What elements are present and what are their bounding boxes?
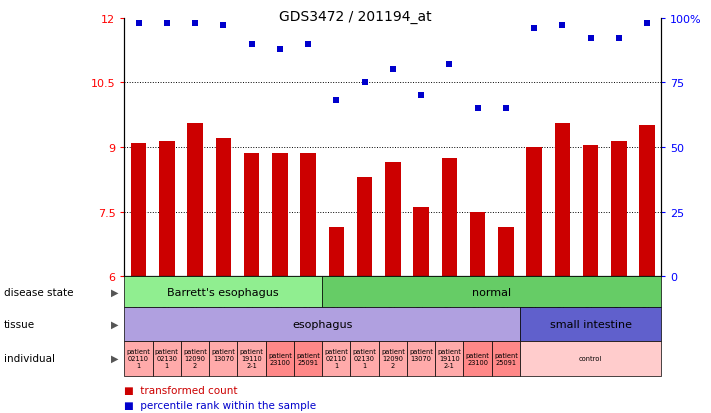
Point <box>444 62 455 68</box>
Bar <box>328 227 344 277</box>
Text: Barrett's esophagus: Barrett's esophagus <box>168 287 279 297</box>
Point <box>585 36 597 43</box>
Point <box>161 20 173 27</box>
Point <box>613 36 624 43</box>
Text: patient
25091: patient 25091 <box>494 352 518 365</box>
Bar <box>639 126 655 277</box>
Point <box>218 23 229 30</box>
Text: patient
12090
2: patient 12090 2 <box>381 348 405 368</box>
Bar <box>583 145 599 277</box>
Point <box>528 26 540 32</box>
Point <box>133 20 144 27</box>
Bar <box>187 124 203 277</box>
Point <box>472 106 483 112</box>
Text: patient
19110
2-1: patient 19110 2-1 <box>240 348 264 368</box>
Text: patient
02130
1: patient 02130 1 <box>155 348 178 368</box>
Text: GDS3472 / 201194_at: GDS3472 / 201194_at <box>279 10 432 24</box>
Text: patient
23100: patient 23100 <box>466 352 490 365</box>
Text: control: control <box>579 355 602 361</box>
Point <box>189 20 201 27</box>
Bar <box>357 178 373 277</box>
Text: ▶: ▶ <box>111 353 119 363</box>
Point <box>331 98 342 104</box>
Bar <box>555 124 570 277</box>
Bar <box>300 154 316 277</box>
Text: patient
25091: patient 25091 <box>296 352 320 365</box>
Text: patient
12090
2: patient 12090 2 <box>183 348 207 368</box>
Bar <box>244 154 260 277</box>
Text: small intestine: small intestine <box>550 319 631 329</box>
Bar <box>498 227 513 277</box>
Bar <box>385 163 400 277</box>
Point <box>415 93 427 99</box>
Bar <box>272 154 287 277</box>
Bar <box>611 141 626 277</box>
Text: ▶: ▶ <box>111 319 119 329</box>
Text: ■  transformed count: ■ transformed count <box>124 385 238 395</box>
Bar <box>526 147 542 277</box>
Text: patient
19110
2-1: patient 19110 2-1 <box>437 348 461 368</box>
Text: normal: normal <box>472 287 511 297</box>
Point <box>302 41 314 47</box>
Point <box>246 41 257 47</box>
Text: patient
13070: patient 13070 <box>409 348 433 368</box>
Text: patient
02130
1: patient 02130 1 <box>353 348 377 368</box>
Bar <box>159 141 175 277</box>
Text: patient
23100: patient 23100 <box>268 352 292 365</box>
Point <box>641 20 653 27</box>
Bar <box>413 208 429 277</box>
Bar <box>442 159 457 277</box>
Text: patient
02110
1: patient 02110 1 <box>324 348 348 368</box>
Text: ■  percentile rank within the sample: ■ percentile rank within the sample <box>124 400 316 410</box>
Text: individual: individual <box>4 353 55 363</box>
Point <box>274 46 286 53</box>
Text: tissue: tissue <box>4 319 35 329</box>
Point <box>557 23 568 30</box>
Point <box>387 67 399 74</box>
Text: esophagus: esophagus <box>292 319 353 329</box>
Point <box>359 80 370 86</box>
Bar <box>470 212 486 277</box>
Bar <box>215 139 231 277</box>
Text: ▶: ▶ <box>111 287 119 297</box>
Bar <box>131 143 146 277</box>
Text: patient
13070: patient 13070 <box>211 348 235 368</box>
Text: disease state: disease state <box>4 287 73 297</box>
Point <box>500 106 511 112</box>
Text: patient
02110
1: patient 02110 1 <box>127 348 151 368</box>
